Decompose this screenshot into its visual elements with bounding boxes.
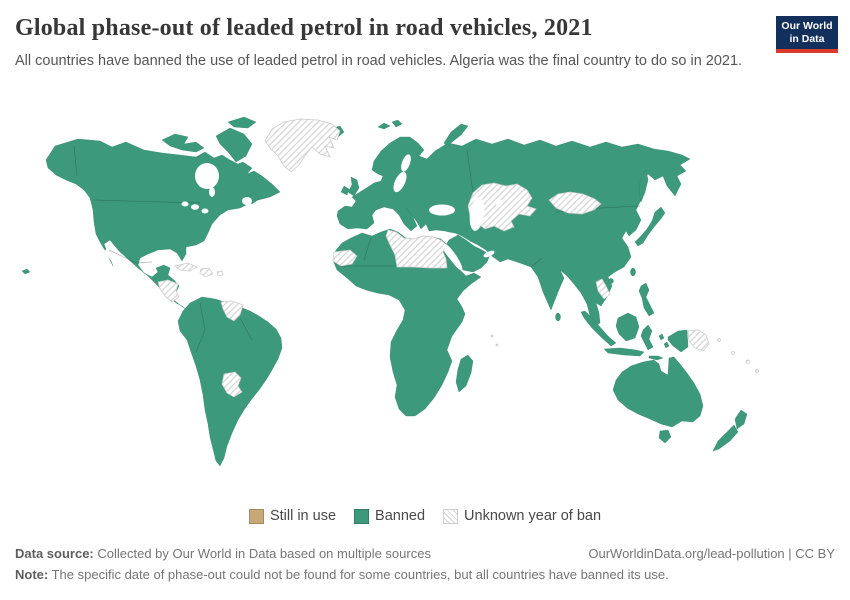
baltic-sea [393,171,407,193]
james-bay [209,187,215,197]
black-sea [429,204,455,216]
region-hawaii[interactable] [21,268,31,275]
region-laos[interactable] [595,278,611,300]
page-title: Global phase-out of leaded petrol in roa… [15,15,593,41]
region-borneo[interactable] [615,312,640,342]
region-mauritania[interactable] [332,249,358,267]
region-ireland[interactable] [340,185,350,196]
region-philippines[interactable] [638,282,655,317]
region-sumatra[interactable] [580,310,617,347]
legend-label-banned: Banned [375,508,426,524]
region-united-kingdom[interactable] [347,176,360,197]
map-legend: Still in use Banned Unknown year of ban [0,508,850,524]
region-lesser-sunda[interactable] [648,355,664,361]
footer-credit-link[interactable]: OurWorldinData.org/lead-pollution | CC B… [588,546,835,561]
region-africa[interactable] [332,228,482,417]
region-java[interactable] [603,347,645,357]
region-puerto-rico[interactable] [216,270,224,277]
region-hispaniola[interactable] [199,267,214,278]
region-sakhalin[interactable] [638,169,649,203]
great-lake-2 [191,204,199,210]
region-cuba[interactable] [174,262,198,272]
owid-logo-line1: Our World [781,20,833,32]
region-new-zealand-north[interactable] [734,409,748,430]
owid-logo-red-bar [776,49,838,54]
region-sri-lanka[interactable] [555,312,561,322]
hudson-bay [195,163,219,189]
unknown-regions [157,118,759,398]
legend-swatch-still-in-use [248,508,264,524]
seas [105,154,502,271]
chart-subtitle: All countries have banned the use of lea… [15,53,743,69]
legend-swatch-unknown [443,508,459,524]
region-sulawesi[interactable] [640,324,654,351]
gulf-of-california [105,249,115,263]
persian-gulf [483,250,495,258]
region-hainan[interactable] [608,278,614,284]
footer-note-row: Note: The specific date of phase-out cou… [15,567,835,582]
gulf-of-bothnia [401,154,411,172]
region-pacific-islands[interactable] [490,334,759,373]
banned-regions [21,116,748,467]
region-papua-new-guinea[interactable] [687,329,710,352]
region-new-zealand-south[interactable] [712,424,739,452]
region-tunisia-libya-egypt[interactable] [385,229,448,269]
region-honduras-nicaragua[interactable] [157,279,180,303]
legend-label-unknown: Unknown year of ban [464,508,602,524]
region-japan[interactable] [634,206,666,247]
region-guyana-suriname[interactable] [220,300,244,322]
region-arctic-islands[interactable] [161,133,205,153]
region-ellesmere-island[interactable] [227,116,257,129]
owid-logo[interactable]: Our World in Data [776,16,838,54]
region-madagascar[interactable] [455,354,474,393]
legend-item-unknown[interactable]: Unknown year of ban [443,508,601,524]
footer-source-row: Data source: Collected by Our World in D… [15,546,835,561]
region-australia[interactable] [612,356,704,428]
legend-label-still-in-use: Still in use [269,508,337,524]
caspian-sea [469,197,485,231]
region-mongolia[interactable] [548,191,602,215]
data-source-text: Collected by Our World in Data based on … [93,546,431,561]
data-source-line: Data source: Collected by Our World in D… [15,546,431,561]
note-text: The specific date of phase-out could not… [48,567,669,582]
region-tasmania[interactable] [658,429,672,444]
chart-footer: Data source: Collected by Our World in D… [15,546,835,582]
note-label: Note: [15,567,49,582]
country-borders [73,145,641,353]
owid-logo-box: Our World in Data [776,16,838,50]
region-novaya-zemlya[interactable] [443,123,469,148]
red-sea [443,243,463,271]
region-central-asia[interactable] [467,182,537,232]
region-new-guinea-west[interactable] [667,329,689,353]
great-lake-3 [201,208,209,214]
legend-swatch-banned [354,508,370,524]
gulf-st-lawrence [242,197,252,205]
owid-logo-line2: in Data [789,33,825,46]
aral-sea [496,199,502,207]
data-source-label: Data source: [15,546,94,561]
region-svalbard[interactable] [377,119,403,130]
region-baffin-island[interactable] [215,127,253,163]
region-moluccas[interactable] [658,333,670,349]
region-greenland[interactable] [264,118,341,173]
legend-item-banned[interactable]: Banned [354,508,425,524]
region-paraguay[interactable] [221,371,243,398]
region-taiwan[interactable] [630,267,636,277]
legend-item-still-in-use[interactable]: Still in use [248,508,337,524]
great-lake-1 [181,201,189,207]
